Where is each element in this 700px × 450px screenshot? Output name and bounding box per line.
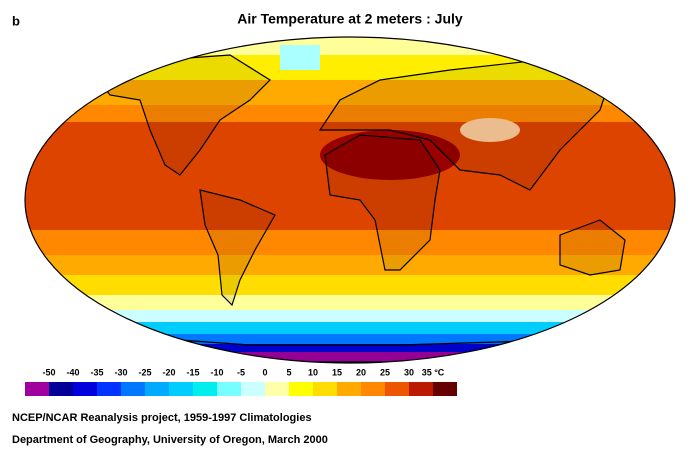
color-legend: -50 -40 -35 -30 -25 -20 -15 -10 -5 0 5 10 15 20 25 30 35… bbox=[25, 367, 457, 396]
credit-line: NCEP/NCAR Reanalysis project, 1959-1997 … bbox=[12, 412, 312, 424]
legend-label: 25 bbox=[380, 367, 390, 377]
legend-swatch bbox=[289, 382, 313, 396]
legend-label: 5 bbox=[286, 367, 291, 377]
credit-line: Department of Geography, University of O… bbox=[12, 434, 328, 446]
legend-swatch bbox=[193, 382, 217, 396]
globe-outline bbox=[24, 36, 676, 364]
legend-label: -5 bbox=[237, 367, 245, 377]
legend-swatch bbox=[385, 382, 409, 396]
panel-label: b bbox=[12, 13, 20, 28]
legend-swatch bbox=[145, 382, 169, 396]
legend-swatch bbox=[121, 382, 145, 396]
temperature-field bbox=[25, 37, 675, 363]
legend-label: -35 bbox=[90, 367, 103, 377]
legend-swatch bbox=[433, 382, 457, 396]
legend-label: 0 bbox=[262, 367, 267, 377]
legend-swatch bbox=[361, 382, 385, 396]
legend-label: -25 bbox=[138, 367, 151, 377]
legend-label: -40 bbox=[66, 367, 79, 377]
legend-swatch bbox=[169, 382, 193, 396]
legend-label: 35 °C bbox=[422, 367, 445, 377]
legend-label: -10 bbox=[210, 367, 223, 377]
legend-label: 15 bbox=[332, 367, 342, 377]
legend-swatch bbox=[97, 382, 121, 396]
legend-label: -30 bbox=[114, 367, 127, 377]
legend-label: 10 bbox=[308, 367, 318, 377]
legend-label: 20 bbox=[356, 367, 366, 377]
legend-swatch bbox=[265, 382, 289, 396]
map-title: Air Temperature at 2 meters : July bbox=[237, 11, 463, 27]
legend-swatch bbox=[409, 382, 433, 396]
legend-swatch bbox=[313, 382, 337, 396]
legend-swatch bbox=[337, 382, 361, 396]
legend-swatch bbox=[217, 382, 241, 396]
legend-label: -20 bbox=[162, 367, 175, 377]
legend-label: -15 bbox=[186, 367, 199, 377]
legend-label: -50 bbox=[42, 367, 55, 377]
legend-label: 30 bbox=[404, 367, 414, 377]
legend-swatch bbox=[25, 382, 49, 396]
legend-swatch bbox=[241, 382, 265, 396]
legend-swatch bbox=[49, 382, 73, 396]
legend-swatch bbox=[73, 382, 97, 396]
